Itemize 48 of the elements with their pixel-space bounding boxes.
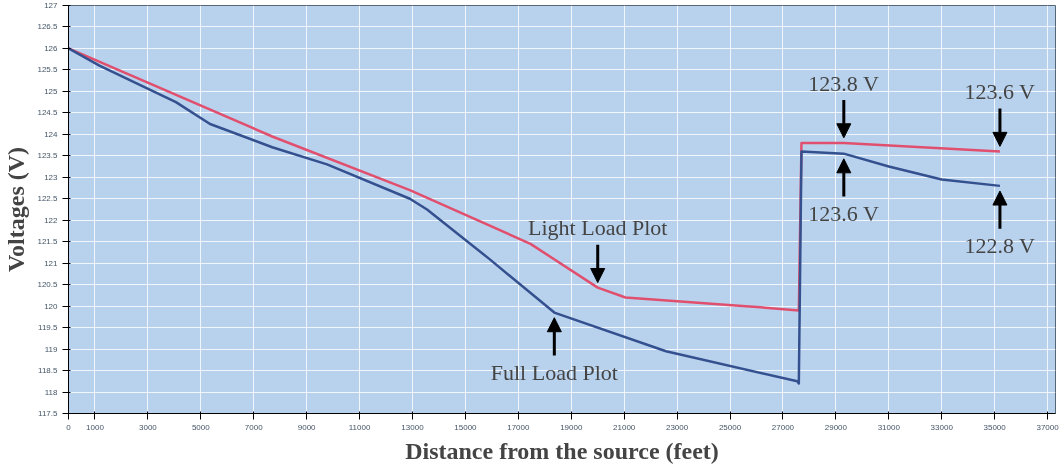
annotation: 122.8 V bbox=[964, 233, 1036, 259]
annotation: Light Load Plot bbox=[528, 215, 668, 241]
y-tick-label: 125 bbox=[44, 86, 59, 96]
x-tick-label: 11000 bbox=[348, 422, 371, 432]
annotation: 123.6 V bbox=[964, 79, 1036, 105]
x-axis-title: Distance from the source (feet) bbox=[405, 437, 719, 464]
y-tick-label: 127 bbox=[44, 1, 59, 10]
annotation: 123.6 V bbox=[808, 200, 879, 226]
y-tick-label: 126 bbox=[44, 43, 59, 53]
x-tick-label: 25000 bbox=[718, 422, 742, 432]
x-tick-label: 5000 bbox=[191, 422, 211, 432]
x-tick-label: 29000 bbox=[824, 422, 848, 432]
y-tick-label: 126.5 bbox=[37, 22, 59, 32]
y-tick-label: 118 bbox=[44, 387, 59, 397]
x-tick-label: 33000 bbox=[930, 422, 954, 432]
y-tick-label: 125.5 bbox=[37, 65, 59, 75]
y-tick-label: 122 bbox=[44, 215, 59, 225]
y-tick-label: 121 bbox=[44, 258, 59, 268]
y-axis-title: Voltages (V) bbox=[3, 146, 30, 273]
x-tick-label: 21000 bbox=[613, 422, 636, 432]
y-tick-label: 122.5 bbox=[37, 194, 59, 204]
y-tick-label: 120.5 bbox=[37, 280, 59, 290]
y-tick-label: 120 bbox=[44, 301, 59, 311]
y-tick-label: 119.5 bbox=[38, 323, 59, 333]
x-tick-label: 13000 bbox=[401, 422, 425, 432]
y-tick-label: 117.5 bbox=[38, 409, 59, 418]
x-tick-label: 31000 bbox=[877, 422, 901, 432]
y-tick-label: 123 bbox=[44, 172, 59, 182]
y-tick-label: 119 bbox=[44, 344, 59, 354]
x-tick-label: 1000 bbox=[86, 422, 105, 432]
x-tick-label: 35000 bbox=[983, 422, 1007, 432]
x-tick-label: 3000 bbox=[138, 422, 158, 432]
x-tick-label: 7000 bbox=[244, 422, 264, 432]
annotation: 123.8 V bbox=[808, 70, 879, 96]
y-tick-label: 124.5 bbox=[37, 108, 59, 118]
x-tick-label: 23000 bbox=[665, 422, 689, 432]
y-tick-label: 118.5 bbox=[38, 366, 59, 376]
x-tick-label: 9000 bbox=[297, 422, 317, 432]
x-tick-label: 19000 bbox=[560, 422, 583, 432]
y-tick-label: 121.5 bbox=[37, 237, 59, 247]
x-tick-label: 27000 bbox=[771, 422, 795, 432]
x-tick-label: 0 bbox=[66, 422, 72, 432]
x-tick-label: 37000 bbox=[1036, 422, 1060, 432]
x-tick-label: 15000 bbox=[454, 422, 478, 432]
y-tick-label: 123.5 bbox=[37, 151, 59, 161]
y-tick-label: 124 bbox=[44, 129, 59, 139]
x-tick-label: 17000 bbox=[507, 422, 531, 432]
annotation: Full Load Plot bbox=[490, 359, 618, 385]
